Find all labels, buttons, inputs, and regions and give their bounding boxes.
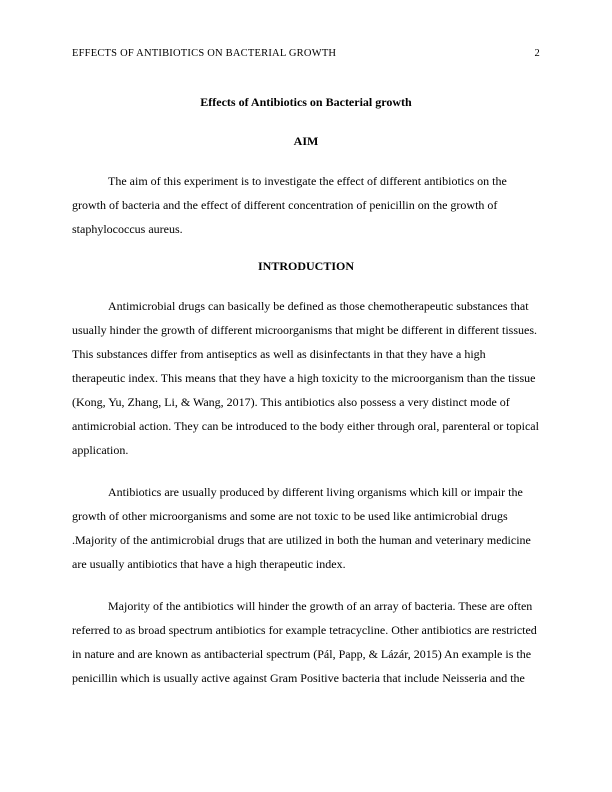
section-heading-introduction: INTRODUCTION bbox=[72, 259, 540, 274]
intro-paragraph-2: Antibiotics are usually produced by diff… bbox=[72, 480, 540, 576]
document-title: Effects of Antibiotics on Bacterial grow… bbox=[72, 95, 540, 110]
page-number: 2 bbox=[535, 48, 540, 59]
intro-paragraph-3: Majority of the antibiotics will hinder … bbox=[72, 594, 540, 690]
running-head-text: EFFECTS OF ANTIBIOTICS ON BACTERIAL GROW… bbox=[72, 48, 336, 59]
running-head: EFFECTS OF ANTIBIOTICS ON BACTERIAL GROW… bbox=[72, 48, 540, 59]
intro-paragraph-1: Antimicrobial drugs can basically be def… bbox=[72, 294, 540, 462]
aim-paragraph: The aim of this experiment is to investi… bbox=[72, 169, 540, 241]
section-heading-aim: AIM bbox=[72, 134, 540, 149]
